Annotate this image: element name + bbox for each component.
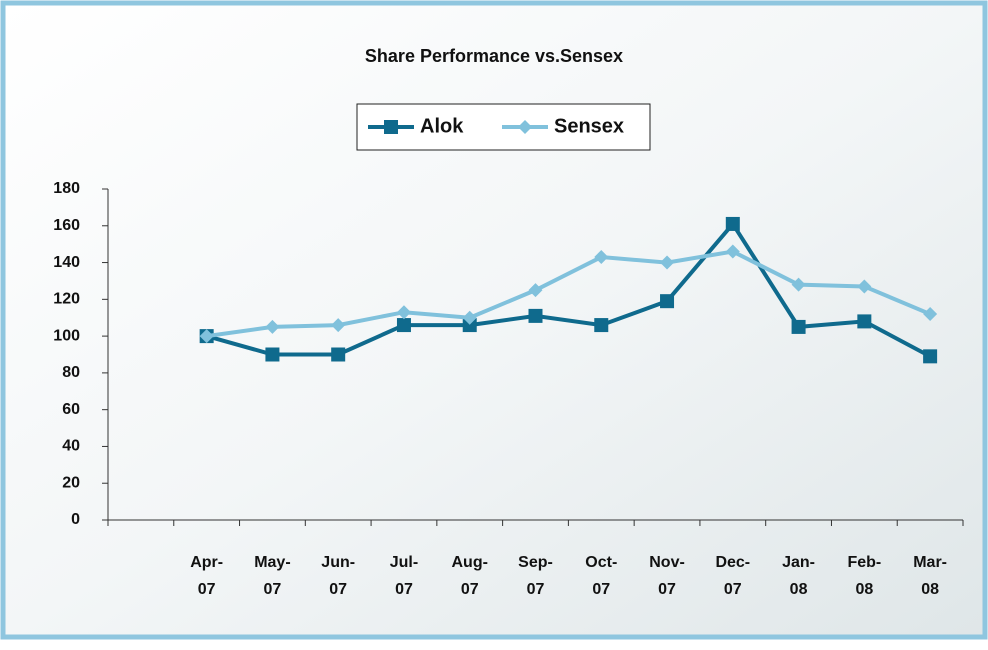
y-tick-label: 160 [53,217,80,234]
y-tick-label: 80 [62,364,80,381]
legend-label: Alok [420,115,464,137]
marker [660,255,675,270]
marker [923,307,938,322]
x-tick-label: Mar-08 [913,554,947,598]
marker [265,319,280,334]
marker [725,244,740,259]
marker [857,314,872,329]
x-tick-label: Jun-07 [321,554,355,598]
series-line [206,249,931,339]
x-tick-label: Dec-07 [715,554,750,598]
x-tick-label: Nov-07 [649,554,685,598]
marker [462,310,477,325]
x-tick-label: Jan-08 [782,554,815,598]
marker [594,250,609,265]
marker [331,318,346,333]
marker [384,120,398,134]
marker [518,120,532,134]
x-tick-label: Apr-07 [190,554,223,598]
marker [396,318,411,333]
marker [331,347,346,362]
series-line [206,220,932,359]
marker [791,277,806,292]
marker [528,308,543,323]
marker [660,294,675,309]
marker [594,318,609,333]
x-tick-label: Sep-07 [518,554,553,598]
marker [199,329,214,344]
y-tick-label: 40 [62,438,80,455]
x-tick-label: May-07 [254,554,290,598]
chart-title: Share Performance vs.Sensex [365,46,623,66]
y-tick-label: 100 [53,327,80,344]
marker [725,216,740,231]
y-tick-label: 120 [53,291,80,308]
x-tick-label: Oct-07 [585,554,617,598]
marker [528,283,543,298]
x-tick-label: Feb-08 [847,554,881,598]
marker [923,349,938,364]
y-tick-label: 20 [62,474,80,491]
y-tick-label: 0 [71,511,80,528]
marker [857,279,872,294]
marker [396,305,411,320]
marker [265,347,280,362]
marker [462,318,477,333]
y-tick-label: 180 [53,180,80,197]
marker [791,319,806,334]
x-tick-label: Aug-07 [452,554,488,598]
y-tick-label: 140 [53,254,80,271]
x-tick-label: Jul-07 [390,554,418,598]
legend-label: Sensex [554,115,624,137]
y-tick-label: 60 [62,401,80,418]
